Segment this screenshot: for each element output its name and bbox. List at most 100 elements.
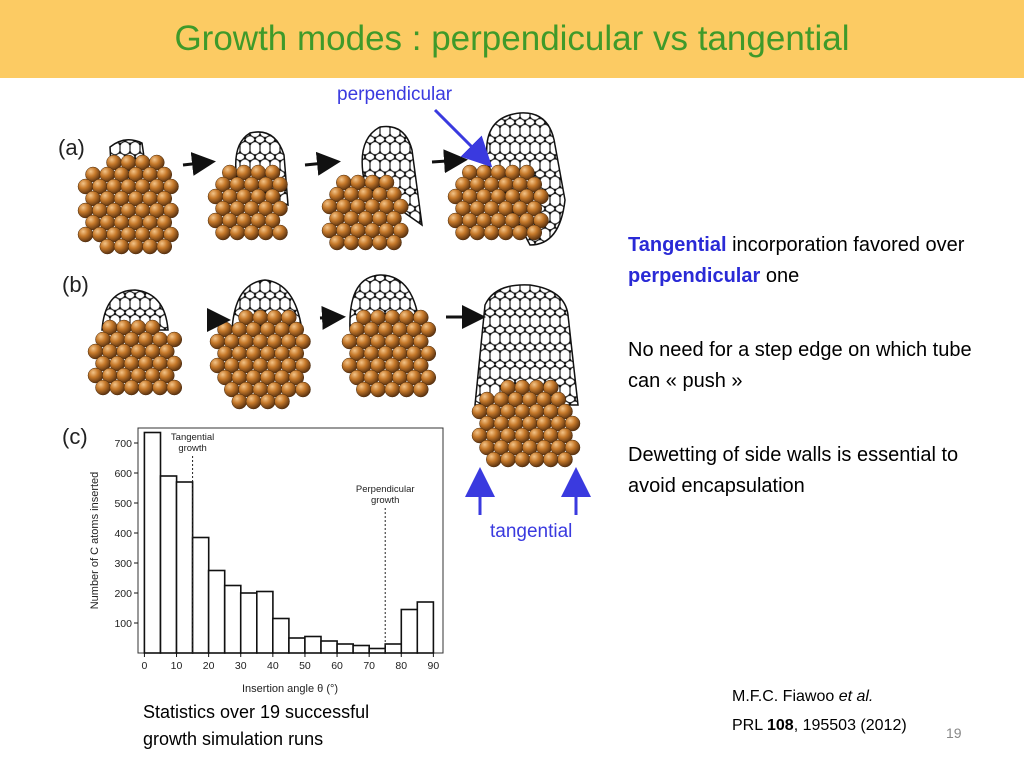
panel-c-label: (c)	[62, 424, 88, 449]
bullet-3: Dewetting of side walls is essential to …	[628, 444, 959, 497]
histogram-bar	[416, 601, 435, 654]
atom	[109, 379, 126, 396]
atom	[159, 343, 175, 360]
x-tick-label: 20	[203, 660, 215, 672]
row-a-structures	[77, 112, 566, 255]
atom	[413, 309, 429, 326]
histogram-bar	[143, 431, 162, 654]
histogram-bar	[159, 475, 178, 654]
atom	[166, 355, 183, 372]
bullet-2: No need for a step edge on which tube ca…	[628, 339, 972, 392]
atom	[564, 439, 581, 456]
atom	[152, 379, 168, 396]
atom	[288, 321, 305, 338]
atom	[123, 379, 140, 396]
bullet-1: Tangential incorporation favored over pe…	[628, 230, 1003, 292]
atom	[274, 393, 290, 410]
x-tick-label: 10	[171, 660, 183, 672]
histogram-bar	[272, 617, 290, 654]
reference-volume: 108	[766, 717, 794, 734]
atom	[533, 212, 549, 229]
atom	[512, 224, 528, 241]
atom	[272, 176, 288, 193]
histogram-bar	[175, 481, 194, 654]
caption-line-2: growth simulation runs	[143, 729, 324, 749]
atom	[163, 226, 179, 243]
histogram-bar	[207, 569, 226, 654]
annotation-text: growth	[371, 495, 400, 506]
perpendicular-arrow	[433, 108, 493, 168]
panel-b-label: (b)	[62, 272, 89, 297]
histogram-bar	[368, 647, 387, 654]
atom	[264, 212, 281, 229]
atom	[288, 345, 305, 362]
atom	[138, 379, 154, 396]
x-tick-label: 70	[363, 660, 375, 672]
atom	[528, 451, 545, 468]
histogram-chart: 100 200 300 400 500 600 700 0 10 20 30 40 50 60 70 80 9…	[89, 427, 444, 695]
atom	[393, 198, 409, 215]
atom	[272, 200, 288, 217]
atom	[420, 321, 437, 338]
y-tick-label: 100	[114, 618, 132, 630]
atom	[272, 224, 288, 241]
caption-line-1: Statistics over 19 successful	[143, 702, 370, 722]
perpendicular-label: perpendicular	[337, 84, 453, 105]
reference-pages-year: , 195503 (2012)	[793, 717, 907, 734]
title-bar: Growth modes : perpendicular vs tangenti…	[0, 0, 1024, 78]
histogram-bar	[320, 640, 338, 654]
histogram-bar	[400, 608, 419, 654]
atom	[526, 224, 543, 241]
tangential-label: tangential	[490, 521, 573, 542]
atom	[159, 367, 175, 384]
atom	[95, 379, 111, 396]
atom	[543, 451, 559, 468]
atom	[514, 451, 531, 468]
y-tick-label: 700	[114, 438, 132, 450]
atom	[231, 393, 248, 410]
atom	[455, 224, 471, 241]
panel-a-label: (a)	[58, 135, 85, 160]
atom	[384, 381, 401, 398]
atom	[557, 451, 573, 468]
atom	[264, 188, 281, 205]
reference-authors: M.F.C. Fiawoo et al.	[732, 682, 907, 711]
atom	[156, 190, 173, 207]
atom	[128, 238, 144, 255]
atom	[486, 451, 502, 468]
reference-author-name: M.F.C. Fiawoo	[732, 688, 839, 705]
histogram-bar	[191, 536, 210, 654]
atom	[420, 345, 437, 362]
atom	[372, 234, 388, 251]
atom	[357, 234, 374, 251]
row-b-structures	[87, 274, 581, 468]
bullet-1-text-end: one	[760, 265, 800, 287]
atom	[99, 238, 116, 255]
atom	[533, 188, 549, 205]
reference-et-al: et al.	[838, 688, 874, 705]
atom	[156, 238, 173, 255]
atom	[281, 309, 297, 326]
atom	[413, 381, 429, 398]
atom	[386, 234, 402, 251]
atom	[550, 391, 567, 408]
atom	[356, 381, 372, 398]
atom	[295, 381, 311, 398]
annotation-text: growth	[178, 443, 207, 454]
atom	[260, 393, 276, 410]
atom	[483, 224, 500, 241]
reference-journal: PRL 108, 195503 (2012)	[732, 711, 907, 740]
y-tick-label: 600	[114, 468, 132, 480]
atom	[557, 427, 573, 444]
y-tick-label: 500	[114, 498, 132, 510]
histogram-bar	[288, 637, 306, 654]
x-tick-label: 30	[235, 660, 247, 672]
atom	[156, 214, 173, 231]
atom	[519, 164, 535, 181]
atom	[288, 369, 305, 386]
atom	[77, 226, 94, 243]
atom	[258, 224, 274, 241]
atom	[386, 210, 402, 227]
atom	[526, 200, 543, 217]
